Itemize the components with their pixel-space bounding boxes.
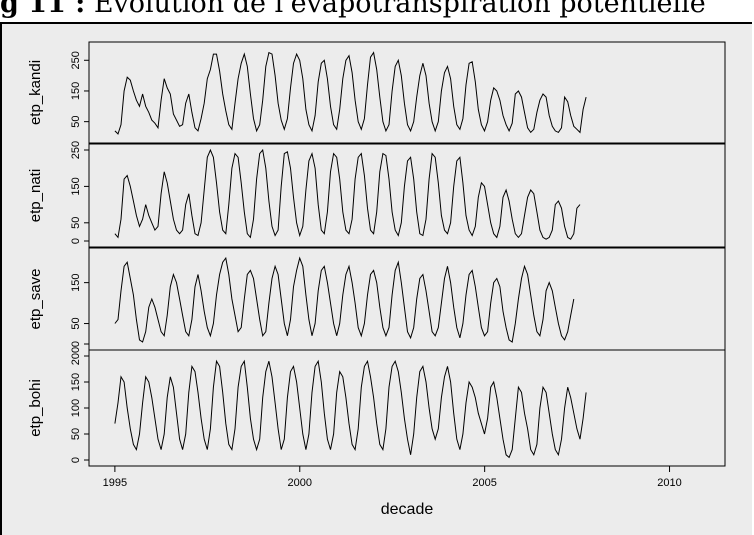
- y-tick-label: 150: [70, 373, 82, 391]
- series-line-etp_kandi: [114, 51, 587, 135]
- panel-label-etp_nati: etp_nati: [27, 169, 44, 222]
- panel-label-etp_bohi: etp_bohi: [27, 379, 44, 437]
- y-tick-label: 50: [70, 317, 82, 329]
- y-tick-label: 250: [70, 141, 82, 159]
- y-tick-label: 200: [70, 347, 82, 365]
- y-tick-label: 50: [70, 116, 82, 128]
- x-axis-title: decade: [381, 501, 434, 518]
- y-tick-label: 0: [70, 341, 82, 347]
- y-tick-label: 0: [70, 238, 82, 244]
- y-tick-label: 50: [70, 217, 82, 229]
- chart-frame: 50 150 250 etp_kandi 0 50 150 250 etp_nati 0 50 150…: [0, 22, 752, 535]
- panel-label-etp_save: etp_save: [27, 269, 44, 330]
- x-tick-label: 2005: [472, 477, 496, 489]
- panel-box-etp_kandi: [88, 41, 726, 144]
- panel-box-etp_nati: [88, 143, 726, 248]
- panel-label-etp_kandi: etp_kandi: [27, 60, 44, 125]
- series-line-etp_save: [114, 256, 575, 343]
- x-tick-label: 2000: [288, 477, 312, 489]
- y-tick-label: 100: [70, 399, 82, 417]
- x-tick-label: 1995: [103, 477, 127, 489]
- figure-caption-prefix: g 11 :: [0, 0, 86, 19]
- figure-caption-text: Evolution de l'évapotranspiration potent…: [93, 0, 706, 19]
- figure-caption: g 11 : Evolution de l'évapotranspiration…: [0, 0, 706, 19]
- panel-box-etp_bohi: [88, 349, 726, 467]
- y-tick-label: 150: [70, 177, 82, 195]
- y-tick-label: 50: [70, 428, 82, 440]
- y-tick-label: 150: [70, 82, 82, 100]
- y-tick-label: 250: [70, 51, 82, 69]
- time-series-chart: 50 150 250 etp_kandi 0 50 150 250 etp_nati 0 50 150…: [27, 41, 726, 518]
- series-line-etp_nati: [114, 148, 581, 240]
- panel-box-etp_save: [88, 247, 726, 351]
- x-tick-label: 2010: [657, 477, 681, 489]
- y-tick-label: 150: [70, 273, 82, 291]
- y-tick-label: 0: [70, 457, 82, 463]
- series-line-etp_bohi: [114, 359, 587, 459]
